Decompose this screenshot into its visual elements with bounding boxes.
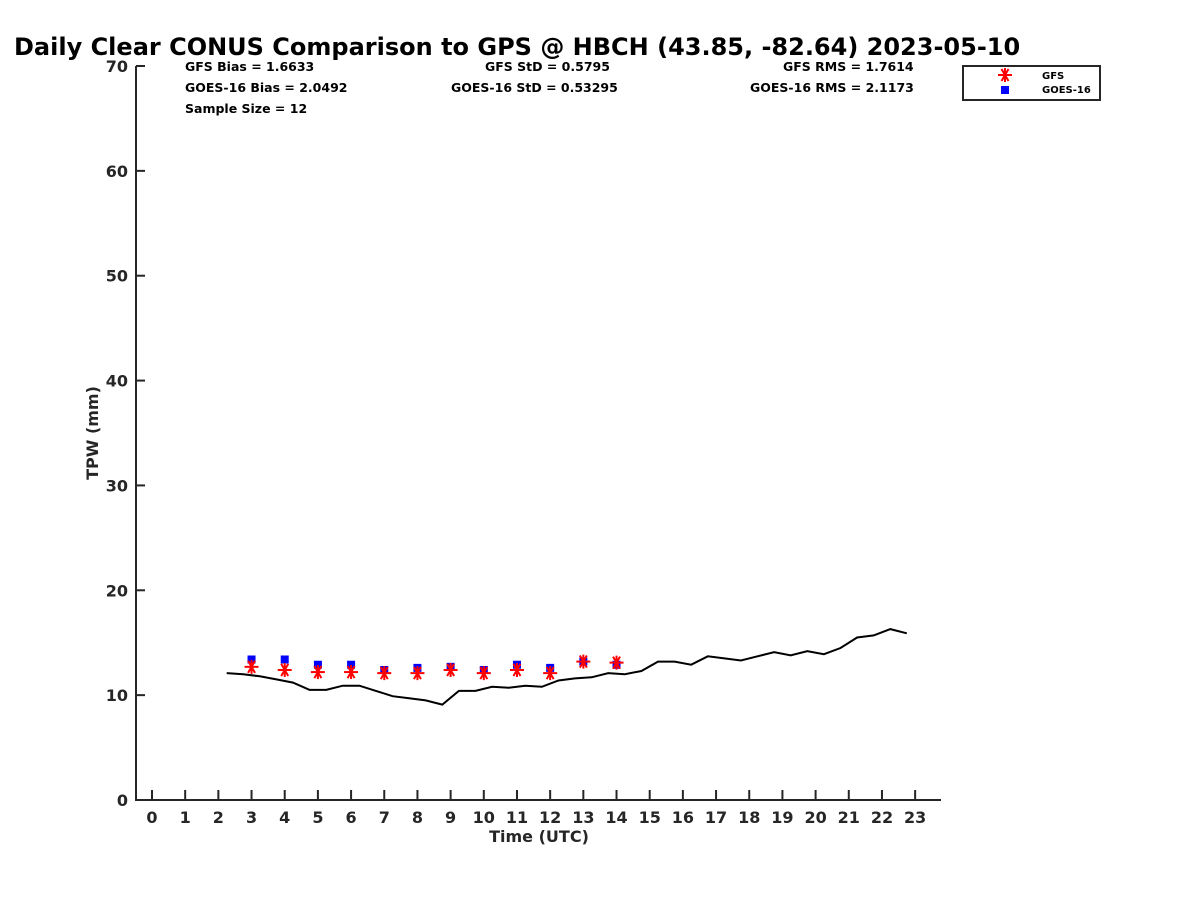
x-tick-label: 9 [445,808,456,827]
x-tick-label: 13 [572,808,594,827]
y-tick-label: 60 [106,162,128,181]
legend-box [962,65,1101,101]
x-tick-label: 12 [539,808,561,827]
y-tick-label: 50 [106,267,128,286]
x-tick-label: 4 [279,808,290,827]
x-tick-label: 7 [379,808,390,827]
y-tick-label: 70 [106,57,128,76]
legend: GFS GOES-16 [962,65,1101,101]
y-tick-label: 10 [106,686,128,705]
gfs-series [244,654,624,681]
legend-gfs-asterisk [998,68,1012,82]
goes-16-point [247,655,256,664]
gps-line-series [226,628,908,706]
x-tick-label: 5 [312,808,323,827]
x-axis-label: Time (UTC) [489,827,589,846]
y-axis-ticks: 0 10 20 30 40 50 60 70 [106,57,145,810]
x-tick-label: 17 [705,808,727,827]
x-tick-label: 18 [738,808,760,827]
goes-16-point [347,660,356,669]
y-tick-label: 30 [106,476,128,495]
gfs-point [476,666,491,681]
gfs-point [576,654,591,669]
legend-gfs-label: GFS [1042,71,1064,82]
y-tick-label: 40 [106,372,128,391]
gfs-point [443,662,458,677]
goes-16-series [247,655,621,674]
x-tick-label: 20 [804,808,826,827]
sample-size-stat: Sample Size = 12 [185,101,307,116]
x-tick-label: 19 [771,808,793,827]
x-tick-label: 23 [904,808,926,827]
x-tick-label: 16 [672,808,694,827]
x-tick-label: 6 [346,808,357,827]
x-tick-label: 14 [605,808,627,827]
gfs-point [244,659,259,674]
goes-rms-stat: GOES-16 RMS = 2.1173 [750,80,914,95]
gfs-point [609,655,624,670]
gfs-bias-stat: GFS Bias = 1.6633 [185,59,314,74]
gfs-point [509,662,524,677]
x-tick-label: 21 [838,808,860,827]
gfs-std-stat: GFS StD = 0.5795 [485,59,610,74]
x-tick-label: 15 [639,808,661,827]
legend-goes-label: GOES-16 [1042,85,1091,96]
y-tick-label: 20 [106,581,128,600]
x-tick-label: 1 [180,808,191,827]
legend-gfs-asterisk-icon [998,68,1012,82]
gfs-point [344,665,359,680]
goes-std-stat: GOES-16 StD = 0.53295 [451,80,618,95]
y-tick-label: 0 [117,791,128,810]
goes-bias-stat: GOES-16 Bias = 2.0492 [185,80,347,95]
x-axis-ticks: 0 1 2 3 4 5 6 7 8 9 10 11 12 13 14 15 16 17 18 19 20 21 22 23 [146,790,926,827]
x-tick-label: 2 [213,808,224,827]
goes-16-point [313,660,322,669]
x-tick-label: 8 [412,808,423,827]
y-axis-label: TPW (mm) [83,386,102,480]
x-tick-label: 22 [871,808,893,827]
x-tick-label: 11 [506,808,528,827]
x-tick-label: 10 [473,808,495,827]
gfs-point [543,666,558,681]
gfs-point [277,662,292,677]
gps-line [226,628,908,706]
x-tick-label: 3 [246,808,257,827]
legend-goes-square-icon [1001,86,1009,94]
gfs-point [377,666,392,681]
gfs-point [310,665,325,680]
x-tick-label: 0 [146,808,157,827]
chart-title: Daily Clear CONUS Comparison to GPS @ HB… [14,33,1020,61]
gfs-point [410,666,425,681]
goes-16-point [280,655,289,664]
gfs-rms-stat: GFS RMS = 1.7614 [783,59,914,74]
